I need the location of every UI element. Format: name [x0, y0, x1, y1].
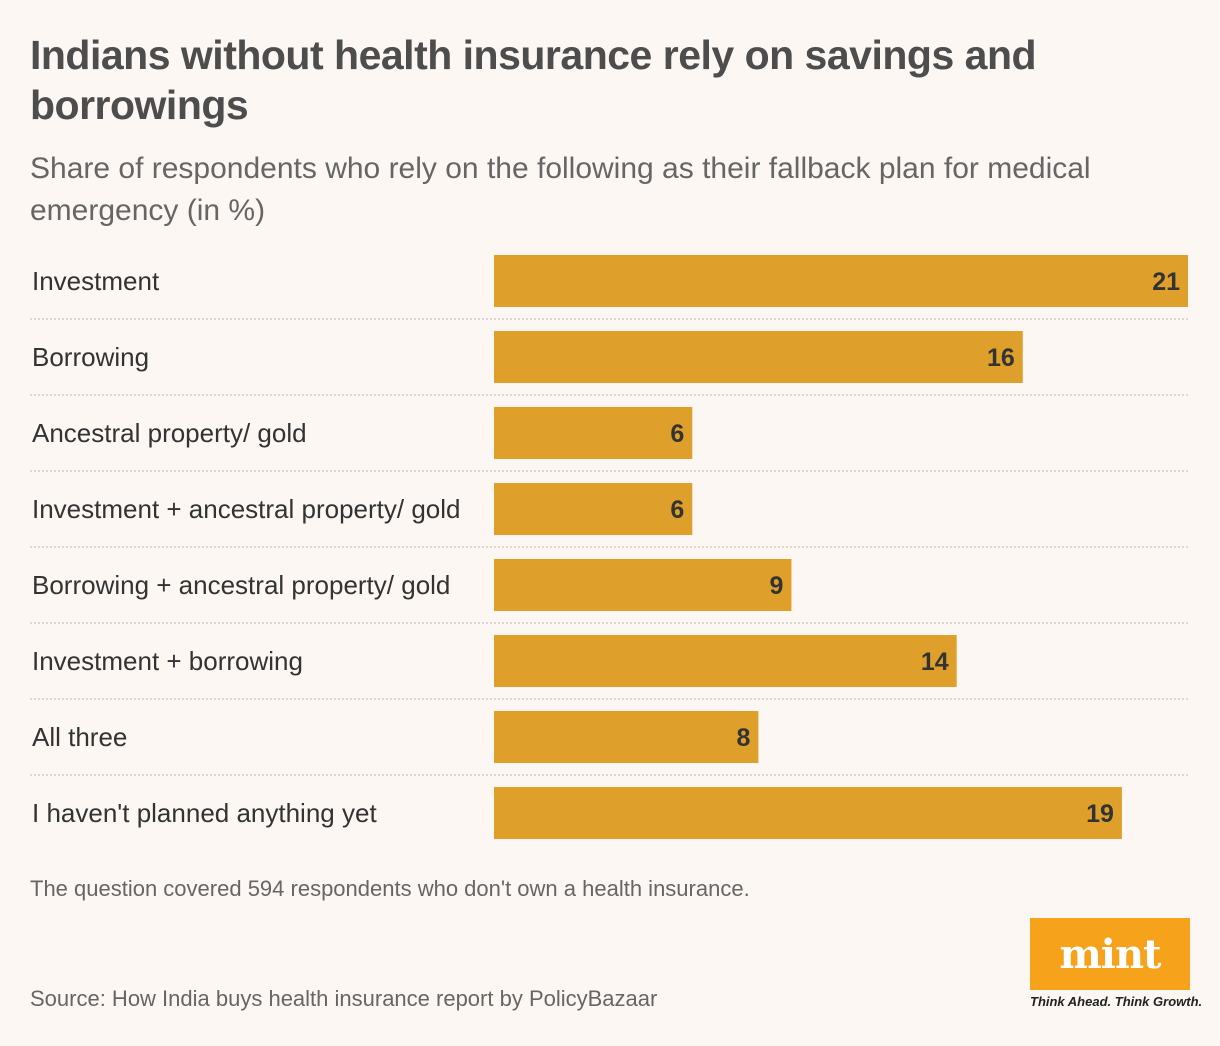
category-label: Borrowing + ancestral property/ gold [32, 570, 450, 600]
bar [494, 711, 759, 763]
bar [494, 787, 1122, 839]
mint-logo: mint [1030, 918, 1190, 990]
bar-value-label: 8 [736, 724, 750, 752]
category-label: Investment + ancestral property/ gold [32, 494, 461, 524]
bar [494, 559, 792, 611]
bar-value-label: 6 [670, 420, 684, 448]
bar [494, 255, 1188, 307]
category-label: Borrowing [32, 342, 149, 372]
bar [494, 635, 957, 687]
bar-value-label: 19 [1086, 800, 1114, 828]
bar-value-label: 6 [670, 496, 684, 524]
bar-value-label: 16 [987, 344, 1015, 372]
chart-subtitle: Share of respondents who rely on the fol… [30, 152, 1091, 227]
bar-value-label: 21 [1152, 268, 1180, 296]
bar [494, 483, 693, 535]
logo-text: mint [1059, 930, 1161, 978]
logo-tagline: Think Ahead. Think Growth. [1030, 994, 1203, 1009]
chart-note: The question covered 594 respondents who… [30, 876, 750, 901]
bar [494, 407, 693, 459]
bar [494, 331, 1023, 383]
bar-value-label: 14 [921, 648, 949, 676]
chart-source: Source: How India buys health insurance … [30, 986, 658, 1011]
bar-value-label: 9 [770, 572, 784, 600]
chart-title: Indians without health insurance rely on… [30, 32, 1037, 128]
category-label: Investment [32, 266, 160, 296]
category-label: All three [32, 722, 127, 752]
category-label: I haven't planned anything yet [32, 798, 377, 828]
category-label: Investment + borrowing [32, 646, 303, 676]
category-label: Ancestral property/ gold [32, 418, 307, 448]
